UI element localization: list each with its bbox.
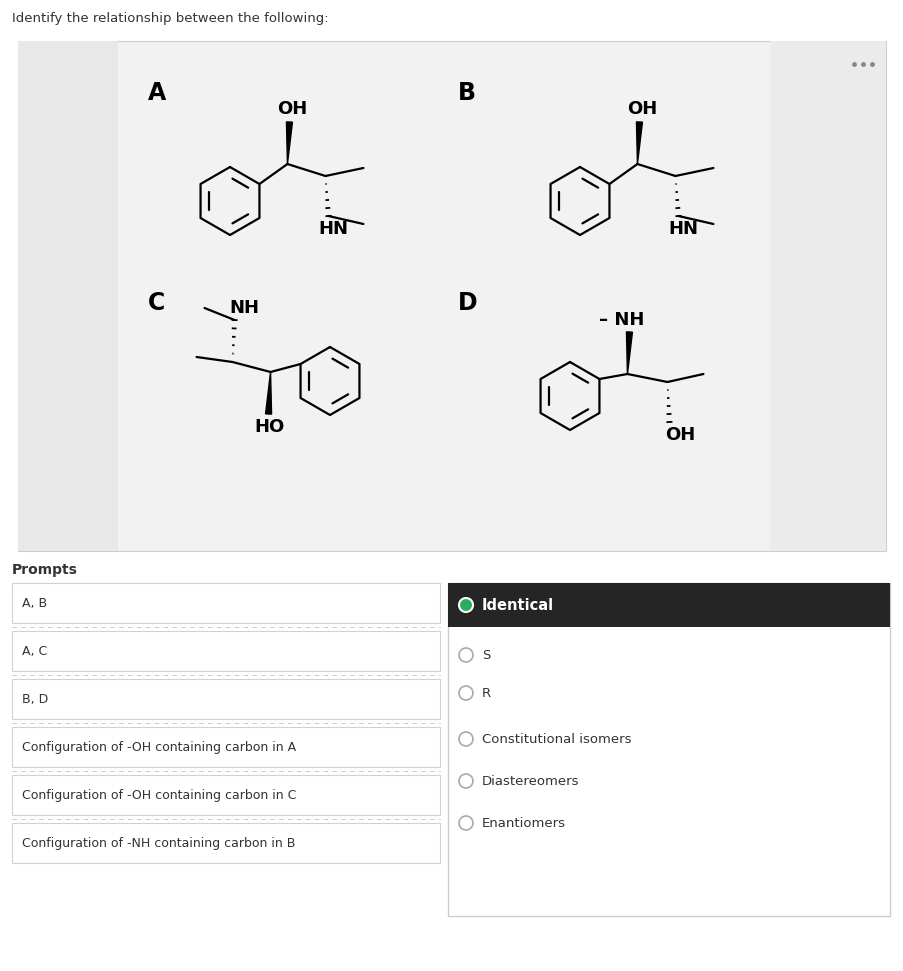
Text: HN: HN xyxy=(318,220,348,238)
FancyBboxPatch shape xyxy=(448,583,889,916)
Text: S: S xyxy=(481,649,489,661)
FancyBboxPatch shape xyxy=(18,41,885,551)
FancyBboxPatch shape xyxy=(12,631,440,671)
Circle shape xyxy=(459,598,472,612)
FancyBboxPatch shape xyxy=(12,583,440,623)
Text: B: B xyxy=(458,81,476,105)
FancyBboxPatch shape xyxy=(12,679,440,719)
FancyBboxPatch shape xyxy=(12,727,440,767)
Text: B, D: B, D xyxy=(22,692,48,706)
Text: Diastereomers: Diastereomers xyxy=(481,775,579,787)
Text: Identical: Identical xyxy=(481,597,554,613)
Circle shape xyxy=(459,732,472,746)
Polygon shape xyxy=(265,372,271,415)
Polygon shape xyxy=(286,121,292,164)
Text: Identify the relationship between the following:: Identify the relationship between the fo… xyxy=(12,12,329,25)
FancyBboxPatch shape xyxy=(769,41,885,551)
Text: D: D xyxy=(458,291,477,315)
Circle shape xyxy=(459,816,472,830)
Text: OH: OH xyxy=(627,100,657,118)
FancyBboxPatch shape xyxy=(12,823,440,863)
Circle shape xyxy=(459,686,472,700)
Text: OH: OH xyxy=(665,426,695,444)
Circle shape xyxy=(459,774,472,788)
Text: Configuration of -OH containing carbon in C: Configuration of -OH containing carbon i… xyxy=(22,788,296,801)
Text: Constitutional isomers: Constitutional isomers xyxy=(481,732,631,746)
Text: A, B: A, B xyxy=(22,596,47,610)
Text: HO: HO xyxy=(255,418,284,436)
Text: Enantiomers: Enantiomers xyxy=(481,817,565,829)
Text: Prompts: Prompts xyxy=(12,563,78,577)
Polygon shape xyxy=(636,121,642,164)
Text: A, C: A, C xyxy=(22,645,47,657)
Text: R: R xyxy=(481,686,490,699)
Polygon shape xyxy=(626,332,632,374)
Text: Configuration of -OH containing carbon in A: Configuration of -OH containing carbon i… xyxy=(22,741,296,753)
Text: OH: OH xyxy=(277,100,307,118)
Circle shape xyxy=(459,648,472,662)
FancyBboxPatch shape xyxy=(18,41,118,551)
FancyBboxPatch shape xyxy=(448,583,889,627)
Text: NH: NH xyxy=(229,299,259,317)
Text: Configuration of -NH containing carbon in B: Configuration of -NH containing carbon i… xyxy=(22,836,295,850)
Text: – NH: – NH xyxy=(599,311,644,329)
FancyBboxPatch shape xyxy=(12,775,440,815)
Text: HN: HN xyxy=(667,220,698,238)
Text: C: C xyxy=(148,291,165,315)
Text: A: A xyxy=(148,81,166,105)
